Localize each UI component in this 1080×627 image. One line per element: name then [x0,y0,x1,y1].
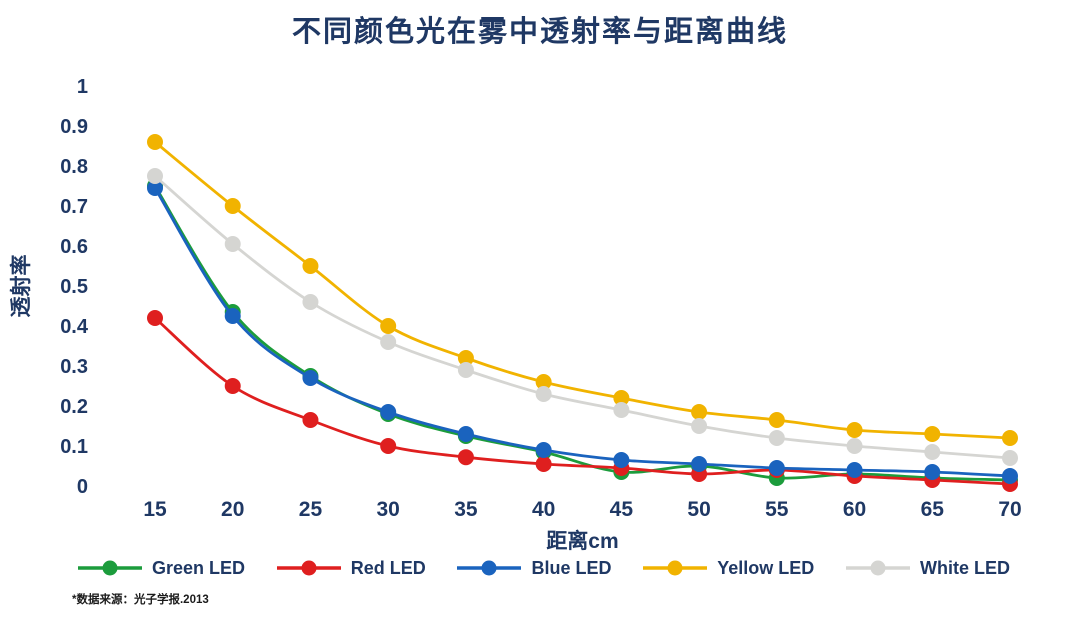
series-line-white-led [153,174,1012,460]
x-tick-label: 45 [610,498,634,521]
x-tick-label: 25 [299,498,323,521]
legend-marker-red-led [276,560,341,576]
data-point-red-led [380,438,397,454]
data-point-white-led [224,236,241,252]
data-point-blue-led [613,452,630,468]
data-point-blue-led [846,462,863,478]
y-tick-label: 0.7 [60,196,88,218]
data-point-white-led [535,386,552,402]
y-tick-label: 0.9 [60,116,88,138]
legend-item-white-led: White LED [845,557,1010,579]
legend-marker-white-led [845,560,910,576]
data-point-white-led [613,402,630,418]
data-point-yellow-led [768,412,785,428]
legend-label-yellow-led: Yellow LED [717,557,815,578]
series-line-red-led [153,316,1012,486]
data-point-yellow-led [1002,430,1018,446]
line-chart: 0 0.1 0.2 0.3 0.4 0.5 0.6 0.7 0.8 0.9 1 15 20 25 30 35 4… [9,76,1022,553]
series-yellow-led [147,134,1018,446]
data-point-red-led [302,412,319,428]
x-tick-label: 40 [532,498,555,521]
y-tick-label: 0.3 [60,356,88,378]
legend-marker-blue-led [457,560,522,576]
legend-marker-green-led [78,560,142,576]
legend-label-green-led: Green LED [152,557,246,578]
data-point-white-led [1002,450,1018,466]
legend-label-white-led: White LED [919,557,1010,578]
series-red-led [147,310,1018,492]
data-point-yellow-led [535,374,552,390]
series-line-green-led [153,184,1012,482]
data-point-blue-led [535,442,552,458]
data-point-yellow-led [457,350,474,366]
data-point-white-led [380,334,397,350]
legend-label-red-led: Red LED [350,557,426,578]
data-point-blue-led [457,426,474,442]
data-point-yellow-led [147,134,163,150]
y-tick-label: 1 [77,76,88,98]
x-axis-ticks: 15 20 25 30 35 40 45 50 55 60 65 70 [143,498,1021,521]
x-axis-label: 距离cm [546,529,618,553]
legend-item-blue-led: Blue LED [457,557,612,579]
legend-marker-yellow-led [643,560,708,576]
y-axis-label: 透射率 [9,255,33,318]
data-point-white-led [846,438,863,454]
data-point-yellow-led [380,318,397,334]
data-point-yellow-led [924,426,941,442]
chart-page: 不同颜色光在雾中透射率与距离曲线 0 0.1 0.2 0.3 0.4 0.5 0.6 0.7 0… [0,14,1080,627]
legend-label-blue-led: Blue LED [531,557,612,578]
x-tick-label: 65 [921,498,945,521]
y-tick-label: 0.2 [60,396,88,418]
data-point-white-led [147,168,163,184]
series-white-led [147,168,1018,466]
y-tick-label: 0.6 [60,236,88,258]
y-tick-label: 0.1 [60,436,88,458]
data-point-red-led [147,310,163,326]
series-blue-led [147,180,1018,484]
footnote: *数据来源：光子学报.2013 [72,594,209,606]
data-point-white-led [457,362,474,378]
data-point-yellow-led [224,198,241,214]
data-point-white-led [302,294,319,310]
chart-title: 不同颜色光在雾中透射率与距离曲线 [291,16,788,48]
data-point-blue-led [380,404,397,420]
data-point-yellow-led [691,404,708,420]
x-tick-label: 55 [765,498,789,521]
data-point-blue-led [768,460,785,476]
data-point-yellow-led [846,422,863,438]
series-line-yellow-led [153,140,1012,440]
x-tick-label: 70 [998,498,1021,521]
y-tick-label: 0.8 [60,156,88,178]
data-point-blue-led [1002,468,1018,484]
x-tick-label: 20 [221,498,244,521]
series-green-led [147,178,1018,488]
y-tick-label: 0.5 [60,276,88,298]
data-point-white-led [691,418,708,434]
x-tick-label: 60 [843,498,866,521]
data-point-white-led [768,430,785,446]
data-point-blue-led [224,308,241,324]
x-tick-label: 35 [454,498,478,521]
data-point-blue-led [302,370,319,386]
data-point-yellow-led [613,390,630,406]
data-point-yellow-led [302,258,319,274]
legend-item-green-led: Green LED [78,558,245,579]
data-point-red-led [535,456,552,472]
x-tick-label: 50 [687,498,710,521]
data-point-blue-led [147,180,163,196]
data-point-blue-led [691,456,708,472]
data-point-red-led [224,378,241,394]
y-tick-label: 0.4 [60,316,89,338]
data-point-blue-led [924,464,941,480]
data-point-red-led [457,449,474,466]
chart-legend: Green LED Red LED Blue LED Yellow LED White … [0,555,1080,581]
x-tick-label: 30 [377,498,400,521]
legend-item-red-led: Red LED [276,557,426,579]
y-tick-label: 0 [77,476,88,498]
y-axis-ticks: 0 0.1 0.2 0.3 0.4 0.5 0.6 0.7 0.8 0.9 1 [60,76,89,498]
legend-item-yellow-led: Yellow LED [643,558,814,579]
data-point-white-led [924,444,941,460]
x-tick-label: 15 [143,498,167,521]
